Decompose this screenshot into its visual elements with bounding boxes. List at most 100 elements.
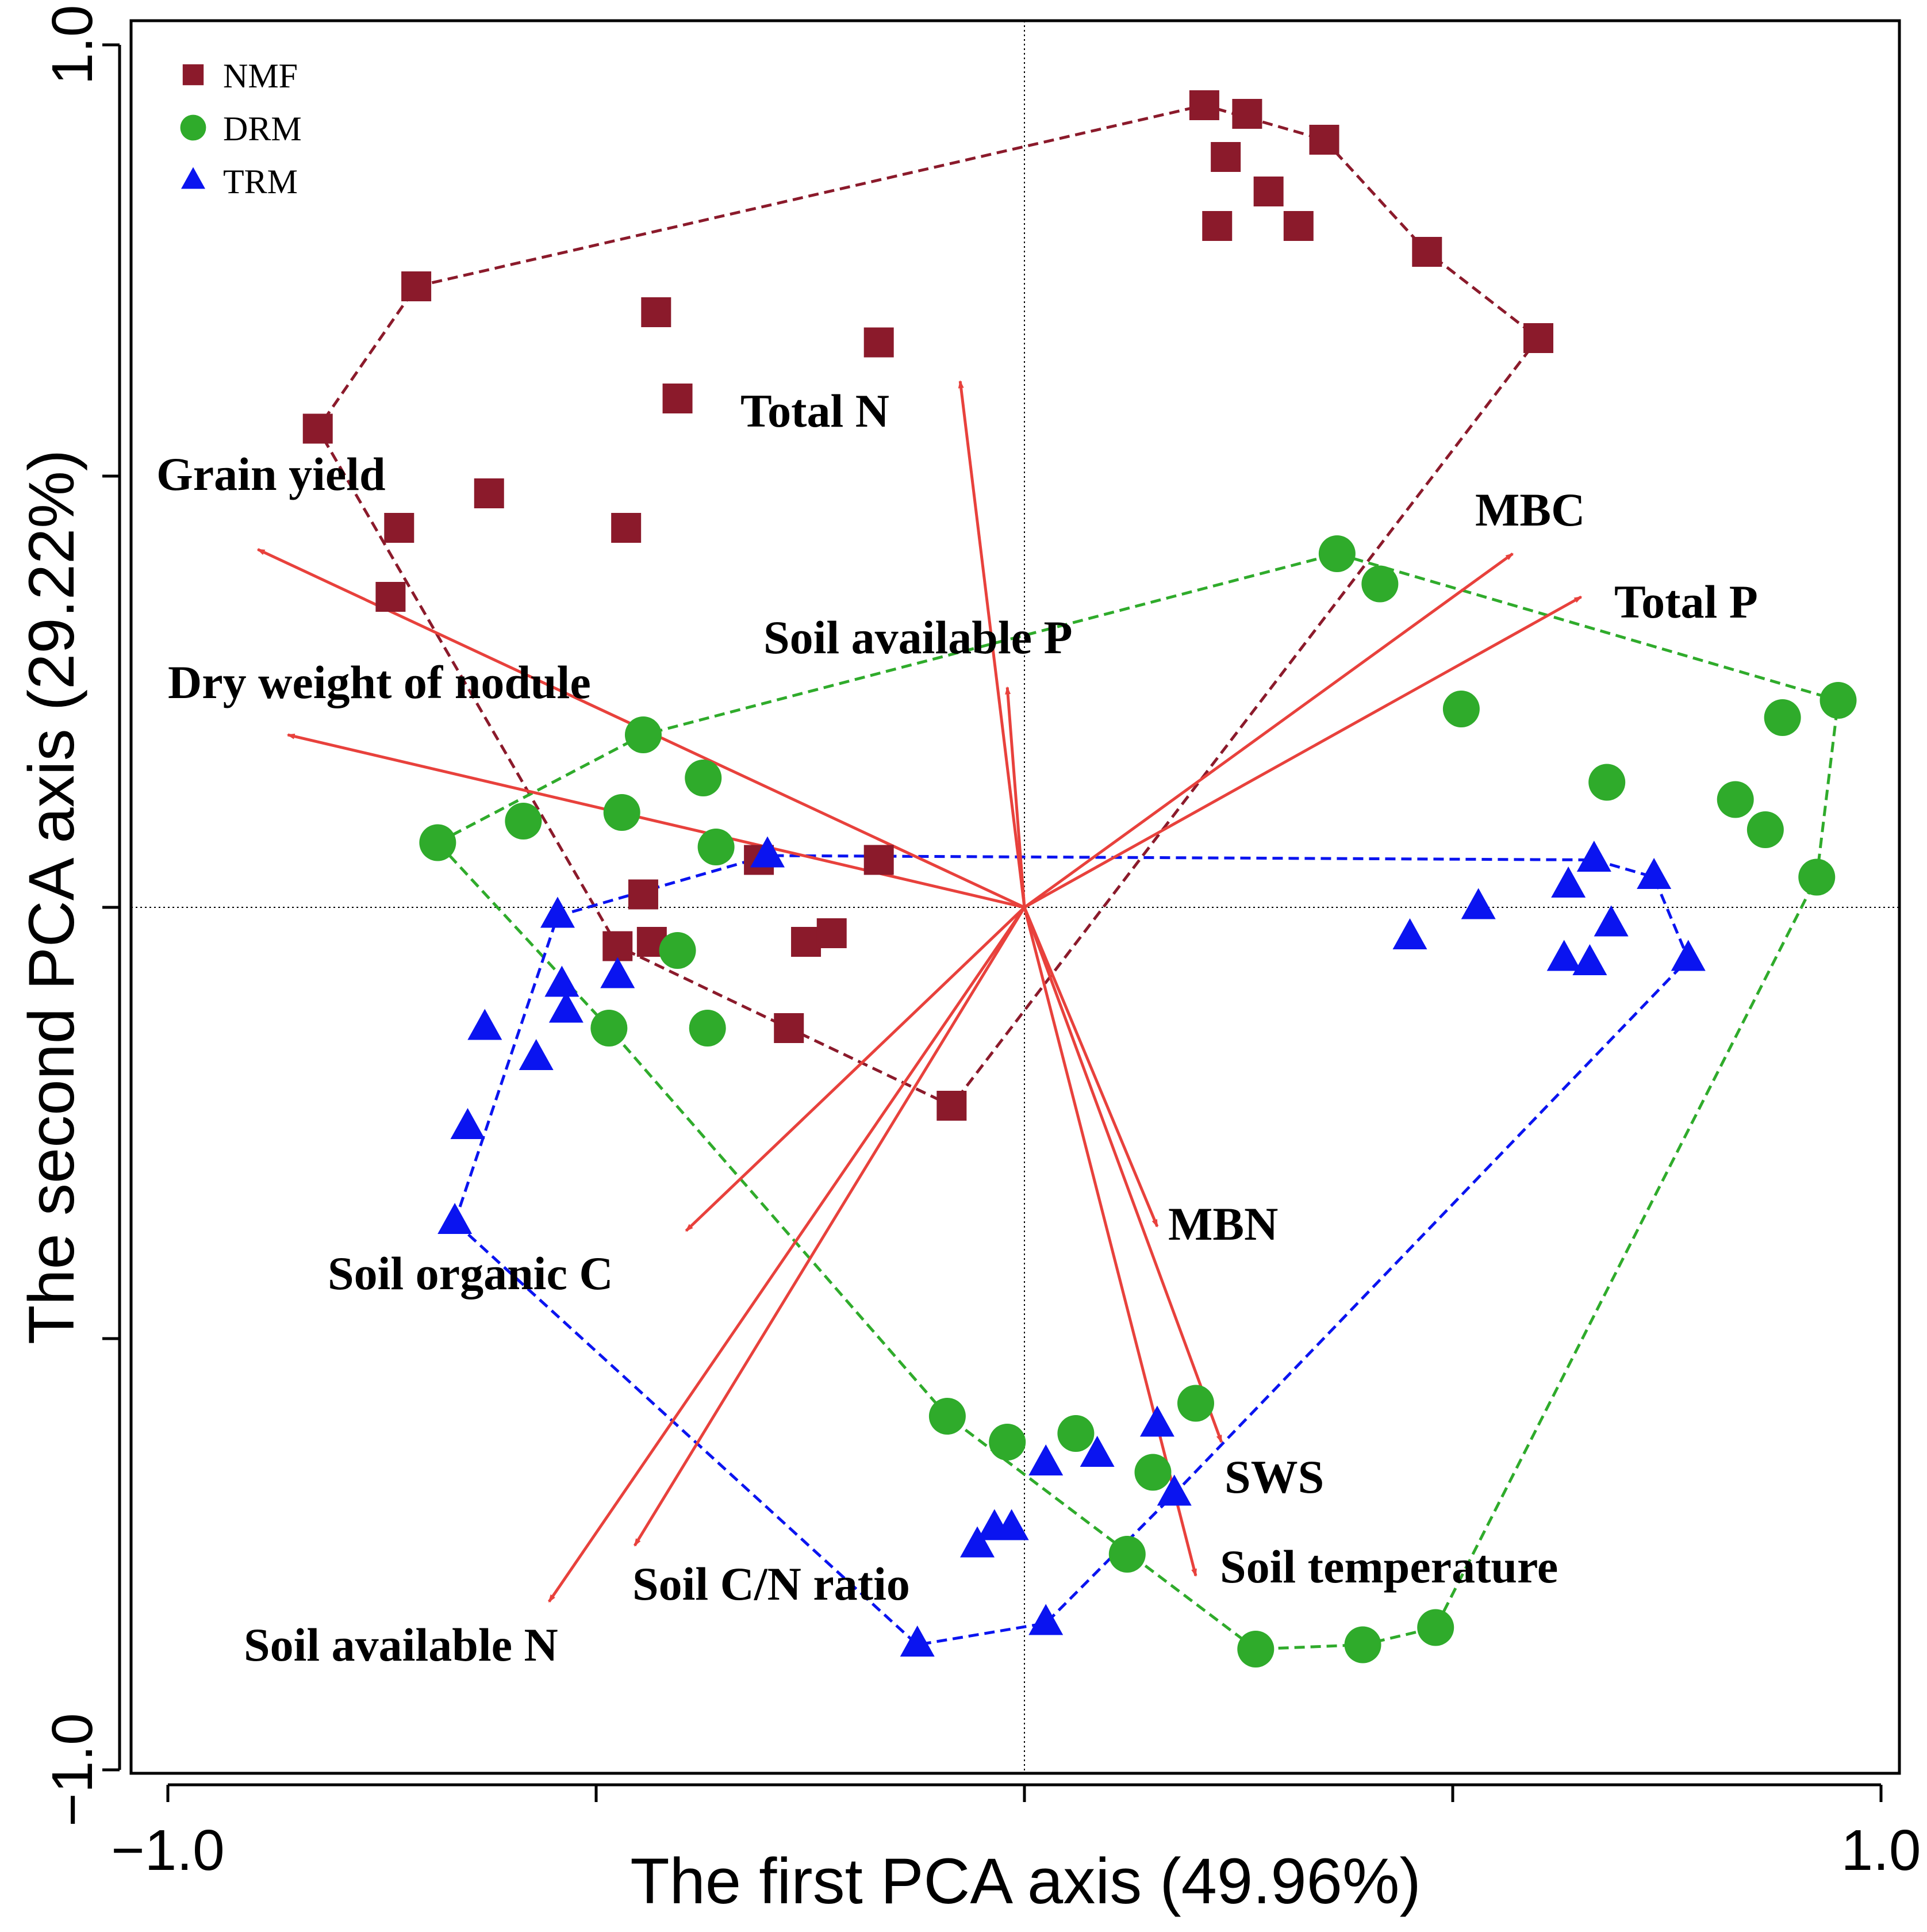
- point-nmf: [1202, 211, 1233, 241]
- point-nmf: [602, 931, 633, 961]
- point-drm: [1417, 1609, 1454, 1646]
- data-points: [302, 90, 1857, 1667]
- point-nmf: [1412, 237, 1442, 267]
- y-axis-title: The second PCA axis (29.22%): [16, 450, 87, 1344]
- point-trm: [994, 1509, 1029, 1540]
- point-nmf: [474, 478, 504, 508]
- vector-label-soil-available-n: Soil available N: [244, 1619, 558, 1671]
- vector-label-mbn: MBN: [1168, 1198, 1278, 1250]
- vector-label-total-n: Total N: [740, 385, 889, 437]
- point-drm: [689, 1010, 726, 1046]
- legend-label-drm: DRM: [223, 110, 302, 148]
- hull-nmf: [316, 103, 1541, 1108]
- point-drm: [1819, 682, 1857, 719]
- point-nmf: [384, 513, 414, 543]
- vector-label-sws: SWS: [1224, 1451, 1324, 1503]
- point-drm: [697, 829, 735, 865]
- point-trm: [1139, 1405, 1174, 1437]
- hull-drm: [436, 552, 1840, 1651]
- point-drm: [1717, 781, 1754, 818]
- x-tick-label: 1.0: [1841, 1818, 1921, 1883]
- point-drm: [1134, 1454, 1172, 1491]
- point-trm: [960, 1526, 995, 1558]
- point-nmf: [628, 879, 658, 910]
- point-drm: [624, 716, 662, 753]
- point-trm: [1028, 1604, 1064, 1635]
- hull-trm: [453, 854, 1690, 1647]
- vector-total-n: [958, 380, 1026, 908]
- point-drm: [1442, 691, 1480, 727]
- vector-soil-available-p: [1005, 686, 1026, 908]
- point-nmf: [662, 384, 693, 413]
- point-drm: [603, 794, 640, 831]
- vector-mbn: [1023, 907, 1159, 1228]
- point-trm: [467, 1009, 502, 1040]
- legend-label-nmf: NMF: [223, 57, 298, 95]
- point-trm: [1546, 940, 1581, 971]
- point-drm: [1057, 1415, 1095, 1452]
- point-trm: [437, 1203, 473, 1235]
- point-trm: [1157, 1474, 1192, 1506]
- point-drm: [1764, 699, 1801, 736]
- point-nmf: [936, 1091, 967, 1121]
- legend-marker-trm: [181, 167, 205, 189]
- legend-marker-nmf: [182, 64, 204, 86]
- point-drm: [1237, 1631, 1275, 1667]
- legend-marker-drm: [180, 114, 206, 141]
- point-drm: [685, 760, 722, 796]
- point-nmf: [1523, 323, 1553, 353]
- x-tick-label: −1.0: [111, 1818, 224, 1883]
- point-trm: [1080, 1436, 1115, 1467]
- point-trm: [1637, 858, 1672, 890]
- point-nmf: [791, 927, 822, 957]
- plot-frame: [129, 19, 1901, 1775]
- point-nmf: [774, 1013, 804, 1043]
- vector-label-soil-temperature: Soil temperature: [1220, 1540, 1558, 1593]
- vector-label-dry-weight-of-nodule: Dry weight of nodule: [168, 656, 591, 708]
- point-trm: [1594, 905, 1629, 937]
- vector-labels: Total N Grain yield MBC Total P Soil availab…: [156, 385, 1758, 1671]
- point-trm: [900, 1626, 935, 1657]
- point-drm: [1318, 535, 1356, 572]
- vector-mbc: [1023, 552, 1514, 909]
- vector-label-soil-available-p: Soil available P: [763, 611, 1073, 664]
- point-trm: [1461, 888, 1496, 919]
- vector-label-grain-yield: Grain yield: [156, 448, 386, 500]
- point-drm: [989, 1424, 1026, 1460]
- point-nmf: [816, 918, 847, 948]
- point-drm: [1361, 565, 1399, 603]
- vector-label-soil-organic-c: Soil organic C: [328, 1247, 613, 1300]
- axis-ticks: −1.0 1.0 −1.0 1.0: [40, 5, 1921, 1883]
- point-nmf: [401, 271, 432, 301]
- point-nmf: [375, 582, 406, 612]
- point-trm: [1028, 1444, 1064, 1476]
- point-trm: [540, 896, 575, 928]
- vector-soil-organic-c: [685, 906, 1026, 1232]
- point-trm: [519, 1039, 554, 1071]
- point-nmf: [863, 845, 894, 875]
- y-tick-label: 1.0: [40, 5, 105, 85]
- point-nmf: [1232, 99, 1262, 129]
- vector-sws: [1023, 907, 1223, 1443]
- point-trm: [548, 991, 584, 1023]
- point-drm: [590, 1010, 628, 1046]
- point-trm: [1671, 940, 1706, 971]
- vector-soil-available-n: [547, 906, 1026, 1603]
- group-hulls: [316, 103, 1840, 1651]
- point-drm: [1344, 1626, 1381, 1663]
- point-drm: [1746, 811, 1784, 848]
- point-drm: [1108, 1536, 1146, 1573]
- vector-total-p: [1023, 595, 1583, 909]
- point-nmf: [1253, 177, 1284, 206]
- point-trm: [1392, 918, 1427, 950]
- point-drm: [1798, 858, 1836, 896]
- point-drm: [505, 803, 542, 839]
- vector-label-total-p: Total P: [1614, 576, 1758, 628]
- point-trm: [1551, 867, 1586, 898]
- point-nmf: [863, 327, 894, 358]
- legend-label-trm: TRM: [223, 163, 298, 201]
- point-trm: [1572, 944, 1607, 976]
- legend: NMF DRM TRM: [180, 57, 302, 201]
- point-drm: [659, 932, 696, 969]
- vector-label-mbc: MBC: [1475, 484, 1585, 536]
